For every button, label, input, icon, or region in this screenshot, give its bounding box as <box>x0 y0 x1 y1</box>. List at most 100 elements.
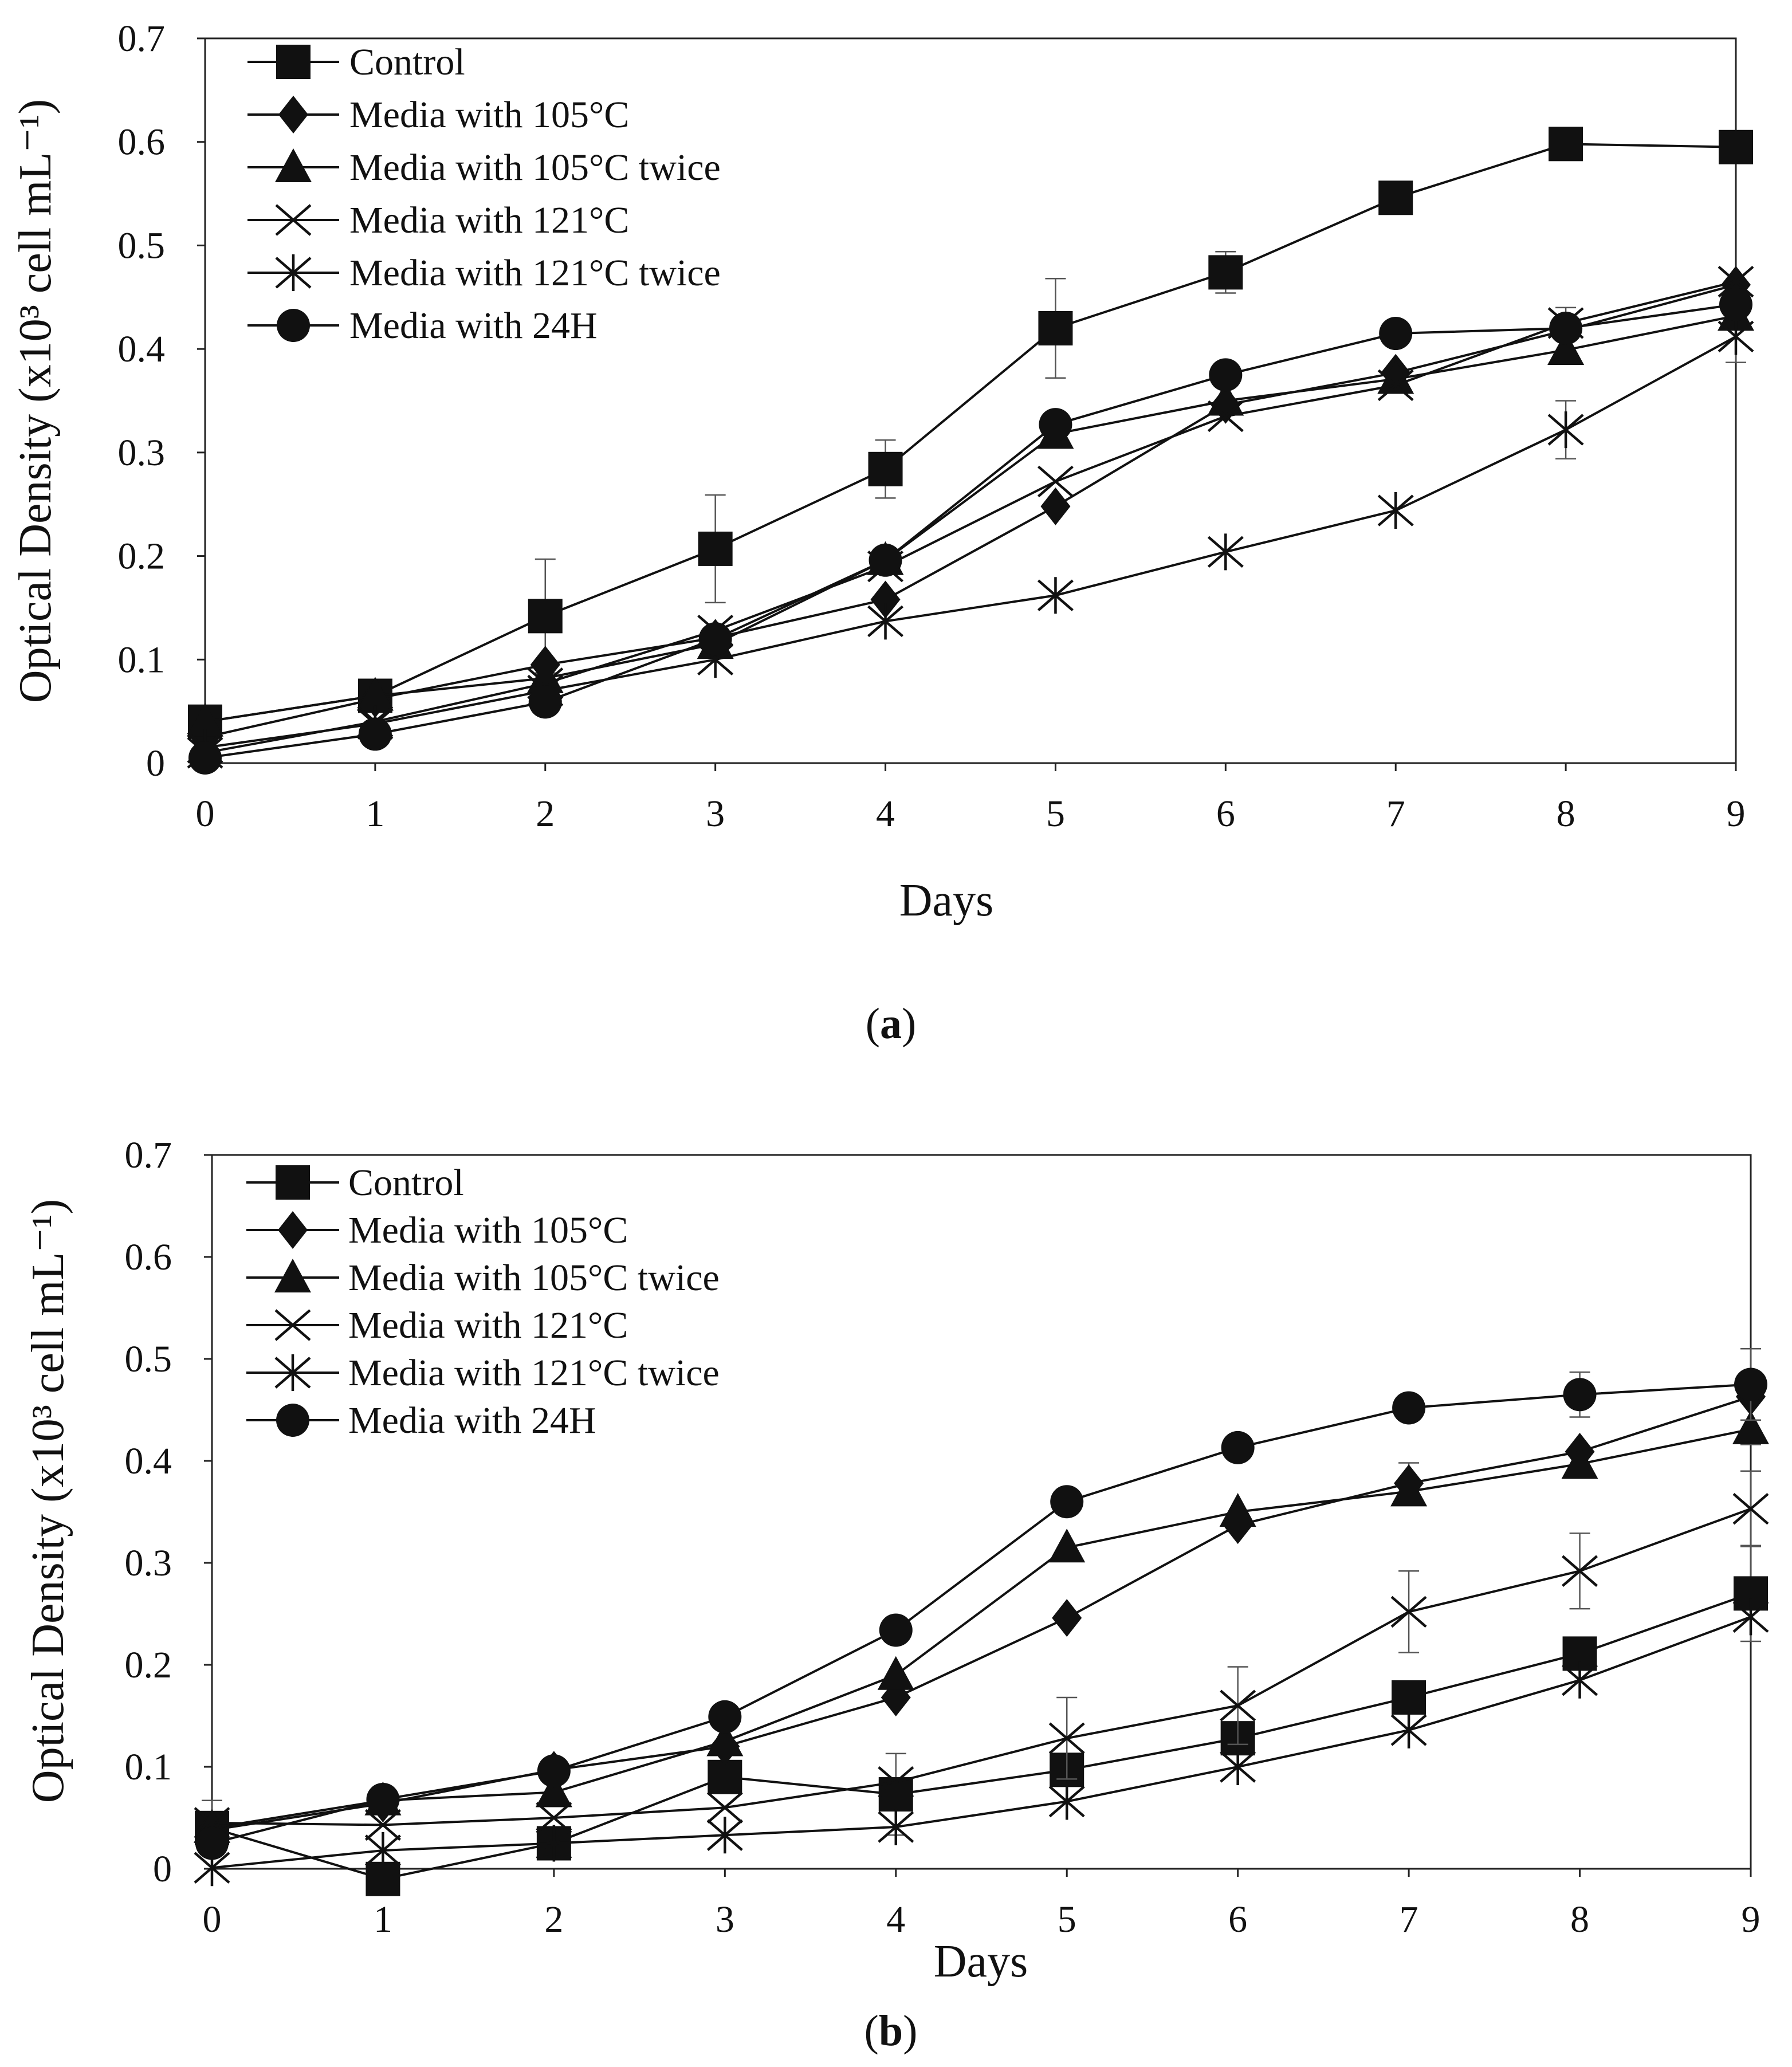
series-line <box>205 335 1736 749</box>
data-point <box>1050 1485 1084 1519</box>
y-tick-label: 0.5 <box>118 225 166 266</box>
x-tick-label: 1 <box>366 793 384 835</box>
legend-marker <box>275 254 312 291</box>
legend-label: Media with 105°C <box>348 1209 628 1251</box>
panel-label-letter: b <box>879 2007 903 2055</box>
x-tick-label: 4 <box>886 1899 905 1940</box>
x-axis-title: Days <box>899 875 993 926</box>
data-point <box>528 685 562 719</box>
data-point <box>1732 1598 1769 1636</box>
data-point <box>1547 331 1585 365</box>
series-line <box>211 1383 1751 1845</box>
data-point <box>1207 400 1244 433</box>
y-tick-label: 0.7 <box>118 18 166 60</box>
legend-entry: Control <box>247 41 465 83</box>
data-point <box>1562 1661 1598 1699</box>
series-5 <box>187 310 1754 766</box>
x-tick-label: 6 <box>1228 1899 1247 1940</box>
y-tick-label: 0.4 <box>125 1440 172 1482</box>
chart-panel-a: 0 0.1 0.2 0.3 0.4 0.5 0.6 0.7 0 1 2 3 4 5 6 7 8 9 Optica… <box>10 18 1754 1048</box>
x-tick-label: 8 <box>1557 793 1575 835</box>
legend-label: Control <box>349 41 465 83</box>
data-point <box>536 1825 572 1862</box>
y-tick-label: 0.3 <box>125 1542 172 1584</box>
legend-label: Media with 105°C <box>349 94 629 136</box>
x-tick-label: 6 <box>1216 793 1235 835</box>
series-line <box>205 143 1736 723</box>
data-point <box>364 1809 401 1841</box>
data-point <box>1052 1599 1082 1637</box>
data-point <box>1208 255 1243 290</box>
series-line <box>211 1507 1751 1826</box>
data-point <box>869 543 902 577</box>
legend-marker <box>276 1404 309 1437</box>
series-3 <box>187 297 1754 737</box>
x-tick-label: 3 <box>706 793 725 835</box>
series-line <box>205 303 1736 759</box>
data-point <box>1377 360 1414 394</box>
data-point <box>1718 265 1754 298</box>
legend-entry: Media with 105°C <box>246 1209 628 1251</box>
y-axis-title: Optical Density (x10³ cell mL⁻¹) <box>10 99 61 703</box>
data-point <box>1390 1711 1427 1748</box>
series-line <box>205 284 1736 738</box>
data-point <box>1732 1410 1769 1444</box>
legend-entry: Media with 105°C twice <box>247 147 721 188</box>
data-point <box>1547 411 1584 449</box>
legend-marker <box>278 1211 308 1249</box>
data-point <box>698 622 732 656</box>
x-tick-label: 9 <box>1742 1899 1760 1940</box>
data-point <box>1038 311 1073 345</box>
legend: Control Media with 105°C Media with 105°C … <box>247 41 721 347</box>
data-point <box>698 531 733 566</box>
panel-label-close: ) <box>903 2007 917 2055</box>
legend-entry: Media with 24H <box>247 305 598 347</box>
data-point <box>187 702 223 737</box>
data-point <box>1719 288 1752 321</box>
panel-label: (b) <box>864 2007 918 2055</box>
data-point <box>188 741 222 775</box>
series-line <box>211 1616 1751 1869</box>
data-point <box>878 1766 914 1798</box>
data-point <box>1048 1528 1086 1563</box>
data-point <box>1392 1391 1426 1425</box>
data-point <box>356 677 394 711</box>
x-axis-title: Days <box>934 1936 1028 1987</box>
legend-label: Media with 105°C twice <box>349 147 721 188</box>
series-5 <box>194 1598 1769 1887</box>
x-tick-label: 1 <box>374 1899 392 1940</box>
data-point <box>1734 1367 1767 1401</box>
panel-label-letter: a <box>880 1000 902 1048</box>
legend-marker <box>274 1259 311 1292</box>
y-tick-label: 0.2 <box>125 1644 172 1686</box>
data-point <box>867 603 904 640</box>
data-point <box>708 1759 742 1794</box>
y-tick-label: 0.6 <box>118 121 166 163</box>
x-tick-label: 3 <box>716 1899 734 1940</box>
data-point <box>528 599 563 634</box>
data-point <box>1377 369 1414 402</box>
data-point <box>536 1802 572 1834</box>
data-point <box>1718 318 1754 355</box>
legend-entry: Media with 121°C twice <box>246 1352 720 1394</box>
x-tick-label: 7 <box>1386 793 1405 835</box>
panel-label: (a) <box>866 1000 917 1048</box>
data-point <box>1037 577 1074 614</box>
y-tick-label: 0.2 <box>118 536 166 577</box>
y-tick-label: 0.1 <box>118 639 166 681</box>
y-tick-label: 0 <box>153 1848 172 1890</box>
data-point <box>1221 1431 1255 1464</box>
data-point <box>535 1773 572 1807</box>
legend-marker <box>274 1354 311 1391</box>
data-point <box>1562 1555 1598 1587</box>
y-tick-label: 0.5 <box>125 1338 172 1380</box>
data-point <box>706 1722 744 1756</box>
data-point <box>1220 1689 1256 1722</box>
data-point <box>1549 127 1583 162</box>
y-tick-label: 0.3 <box>118 432 166 474</box>
x-tick-label: 2 <box>544 1899 563 1940</box>
series-line <box>211 1592 1751 1880</box>
legend-marker <box>274 1309 311 1341</box>
data-point <box>1392 1680 1426 1715</box>
series-line <box>211 1395 1751 1832</box>
